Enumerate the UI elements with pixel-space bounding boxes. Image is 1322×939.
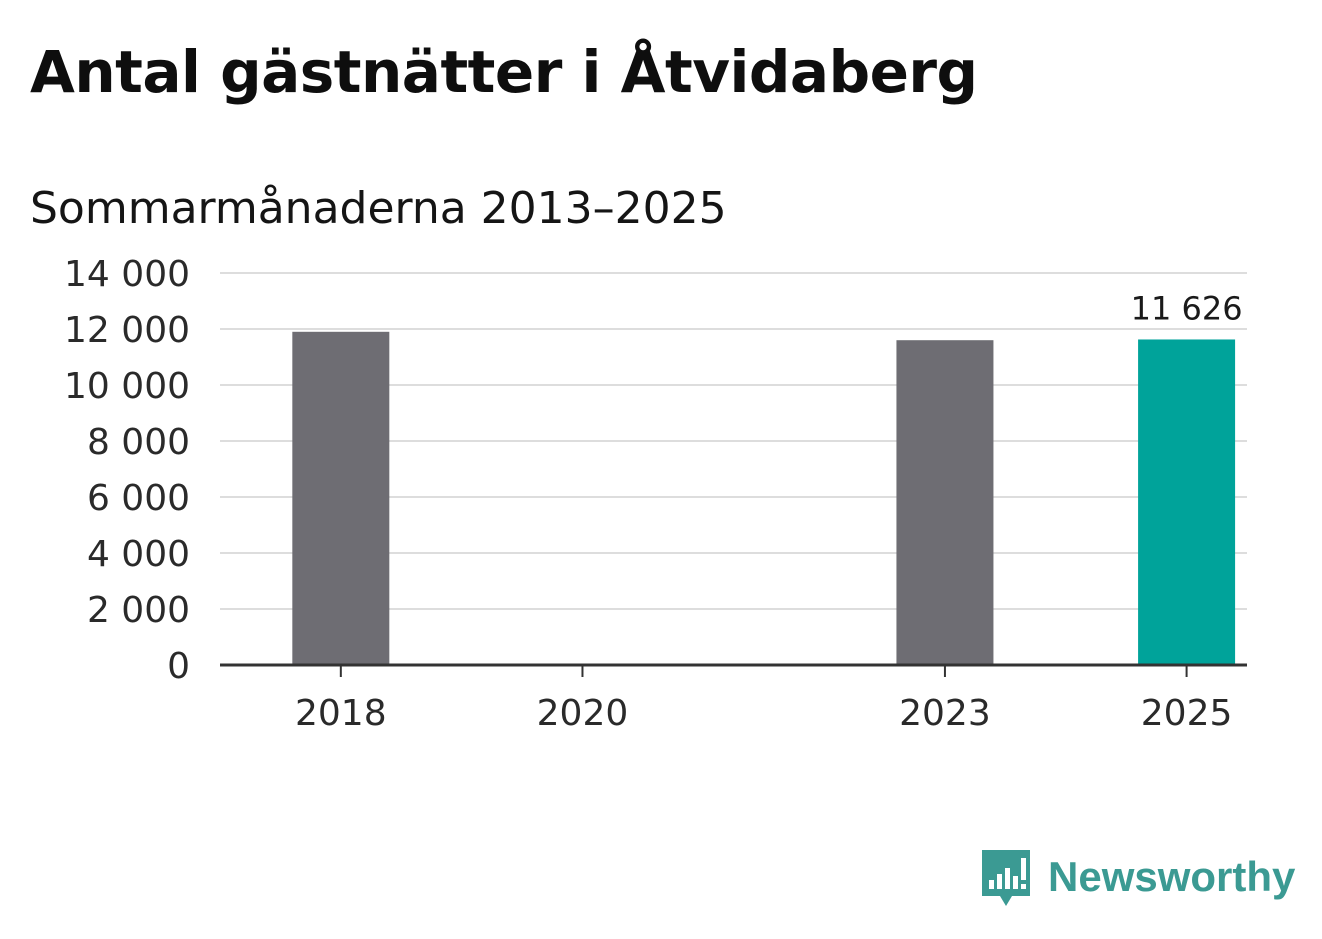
x-tick-label: 2020 xyxy=(537,693,629,734)
x-tick-label: 2018 xyxy=(295,693,387,734)
y-tick-label: 14 000 xyxy=(64,254,190,295)
y-tick-label: 6 000 xyxy=(87,478,190,519)
y-tick-label: 4 000 xyxy=(87,534,190,575)
data-label: 11 626 xyxy=(1131,289,1243,327)
x-tick-label: 2025 xyxy=(1141,693,1233,734)
x-tick-label: 2023 xyxy=(899,693,991,734)
chart-subtitle: Sommarmånaderna 2013–2025 xyxy=(30,183,727,234)
y-tick-label: 12 000 xyxy=(64,310,190,351)
y-tick-label: 8 000 xyxy=(87,422,190,463)
y-tick-label: 10 000 xyxy=(64,366,190,407)
bar-2023 xyxy=(896,340,994,665)
newsworthy-logo-icon xyxy=(982,850,1030,906)
newsworthy-logo: Newsworthy xyxy=(980,846,1295,908)
newsworthy-brand-name: Newsworthy xyxy=(1048,853,1296,900)
y-tick-label: 2 000 xyxy=(87,590,190,631)
y-tick-label: 0 xyxy=(167,646,190,687)
bar-2025 xyxy=(1138,339,1236,665)
chart-title: Antal gästnätter i Åtvidaberg xyxy=(30,38,978,106)
bar-2018 xyxy=(292,331,390,665)
